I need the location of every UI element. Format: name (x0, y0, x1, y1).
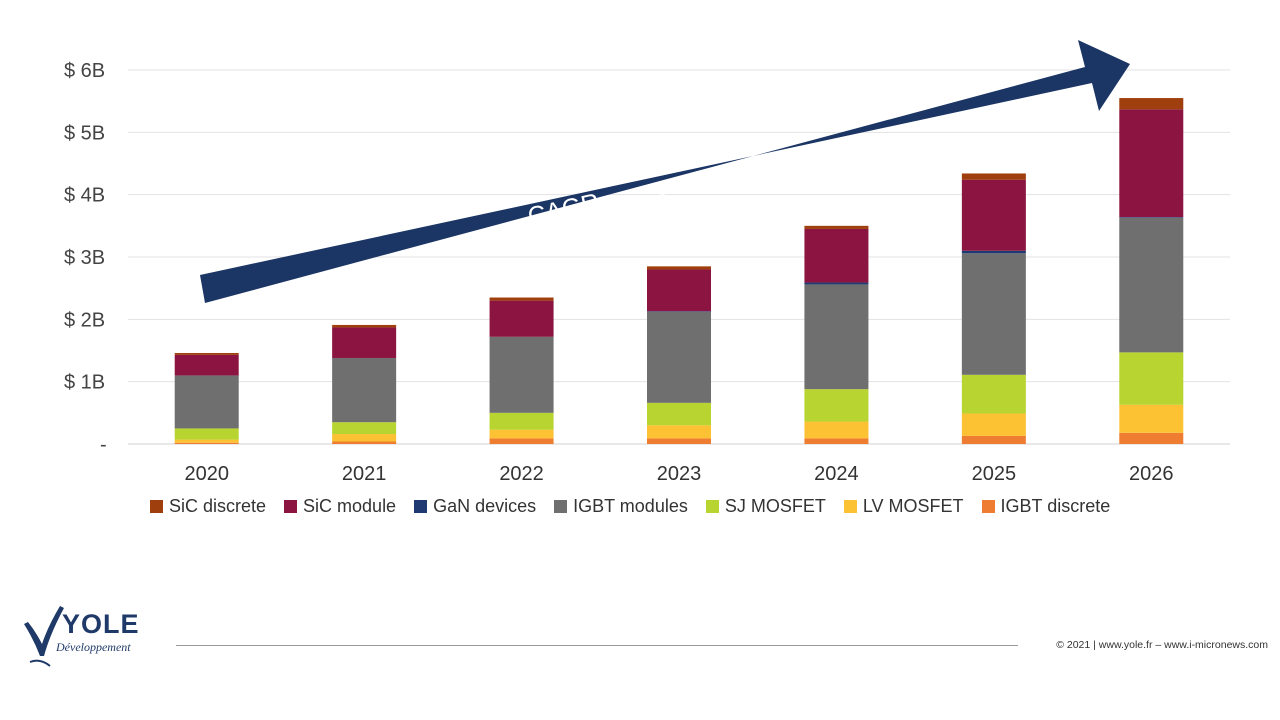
y-tick-label: $ 6B (64, 60, 105, 82)
bar-segment-lv-mosfet (1119, 404, 1184, 433)
legend-item: SiC module (284, 496, 396, 517)
bar-segment-gan-devices (647, 311, 711, 312)
y-tick-label: $ 3B (64, 247, 105, 269)
legend-swatch (150, 500, 163, 513)
logo-y-glyph (24, 606, 64, 656)
bar-segment-igbt-discrete (174, 442, 239, 444)
bar-segment-igbt-discrete (647, 438, 711, 444)
bar-segment-igbt-modules (332, 357, 397, 423)
cagr-label: CAGR2020-2026 = 25.9% (525, 153, 765, 235)
copyright-text: © 2021 | www.yole.fr – www.i-micronews.c… (1056, 639, 1268, 651)
legend: SiC discrete SiC module GaN devices IGBT mo… (150, 496, 1110, 517)
bar-segment-sj-mosfet (174, 428, 239, 440)
bar-segment-gan-devices (1119, 217, 1184, 218)
legend-item: LV MOSFET (843, 496, 964, 517)
legend-label: IGBT modules (573, 496, 688, 516)
bar-segment-sj-mosfet (804, 389, 869, 422)
legend-item: IGBT discrete (981, 496, 1111, 517)
y-tick-label: $ 1B (64, 372, 105, 394)
bar-segment-lv-mosfet (174, 439, 239, 443)
bar-segment-sic-discrete (1119, 98, 1184, 110)
bar-segment-igbt-modules (174, 375, 239, 429)
bar-segment-sic-discrete (332, 324, 397, 328)
logo-subtext: Développement (56, 640, 131, 654)
x-tick-label: 2020 (184, 463, 229, 485)
legend-item: SiC discrete (150, 496, 266, 517)
y-axis: - $ 1B $ 2B $ 3B $ 4B $ 5B $ 6B (64, 60, 107, 456)
bar-segment-igbt-discrete (804, 438, 869, 444)
bar-segment-sic-module (1119, 109, 1184, 218)
legend-item: SJ MOSFET (705, 496, 826, 517)
bar-segment-igbt-modules (489, 336, 554, 413)
bar-segment-igbt-modules (1119, 217, 1184, 353)
bars (174, 98, 1184, 444)
legend-item: GaN devices (414, 496, 536, 517)
x-tick-label: 2026 (1129, 463, 1174, 485)
bar-segment-sj-mosfet (647, 402, 711, 426)
bar-segment-igbt-modules (804, 284, 869, 390)
yole-logo-mark (24, 606, 64, 667)
bar-segment-sic-module (804, 228, 869, 283)
x-tick-label: 2024 (814, 463, 859, 485)
bar-segment-igbt-discrete (961, 435, 1026, 444)
legend-swatch (414, 500, 428, 513)
legend-swatch (981, 500, 995, 513)
bar-segment-sic-discrete (804, 225, 869, 229)
bar-segment-sic-module (647, 269, 711, 312)
bar-segment-igbt-discrete (489, 438, 554, 444)
bar-segment-lv-mosfet (647, 425, 711, 439)
x-tick-label: 2021 (342, 463, 387, 485)
bar-segment-lv-mosfet (804, 421, 869, 439)
legend-swatch (284, 500, 298, 513)
legend-label: GaN devices (433, 496, 537, 516)
legend-item: IGBT modules (554, 496, 688, 517)
bar-segment-sic-discrete (961, 173, 1026, 180)
bar-segment-sj-mosfet (961, 374, 1026, 414)
legend-label: SJ MOSFET (724, 496, 826, 516)
legend-label: SiC module (303, 496, 397, 516)
bar-segment-sic-module (489, 300, 554, 337)
bar-segment-sic-module (174, 354, 239, 376)
bar-segment-sic-discrete (174, 352, 239, 355)
legend-label: IGBT discrete (1000, 496, 1111, 516)
legend-label: LV MOSFET (862, 496, 964, 516)
bar-segment-sj-mosfet (1119, 352, 1184, 405)
bar-segment-sic-module (961, 179, 1026, 251)
footer-divider (176, 645, 1018, 646)
bar-segment-sj-mosfet (332, 422, 397, 435)
bar-segment-igbt-modules (647, 311, 711, 403)
bar-segment-gan-devices (961, 250, 1026, 254)
bar-segment-igbt-modules (961, 253, 1026, 375)
y-tick-label: $ 4B (64, 185, 105, 207)
x-tick-label: 2025 (972, 463, 1017, 485)
cagr-arrow-shape (200, 40, 1130, 303)
bar-segment-lv-mosfet (489, 429, 554, 439)
legend-swatch (843, 500, 857, 513)
x-tick-label: 2023 (657, 463, 702, 485)
legend-label: SiC discrete (169, 496, 267, 516)
bar-segment-gan-devices (804, 282, 869, 285)
x-tick-label: 2022 (499, 463, 544, 485)
y-tick-label: - (100, 434, 107, 456)
bar-segment-sj-mosfet (489, 412, 554, 430)
logo-text: YOLE (62, 609, 140, 639)
bar-segment-sic-discrete (489, 297, 554, 301)
bar-segment-igbt-discrete (332, 441, 397, 444)
bar-segment-sic-discrete (647, 266, 711, 270)
bar-segment-igbt-discrete (1119, 432, 1184, 444)
y-tick-label: $ 2B (64, 309, 105, 331)
x-axis: 2020 2021 2022 2023 2024 2025 2026 (184, 463, 1173, 485)
y-tick-label: $ 5B (64, 122, 105, 144)
legend-swatch (554, 500, 568, 513)
bar-segment-sic-module (332, 327, 397, 358)
legend-swatch (705, 500, 719, 513)
bar-segment-lv-mosfet (961, 413, 1026, 436)
bar-segment-lv-mosfet (332, 434, 397, 442)
